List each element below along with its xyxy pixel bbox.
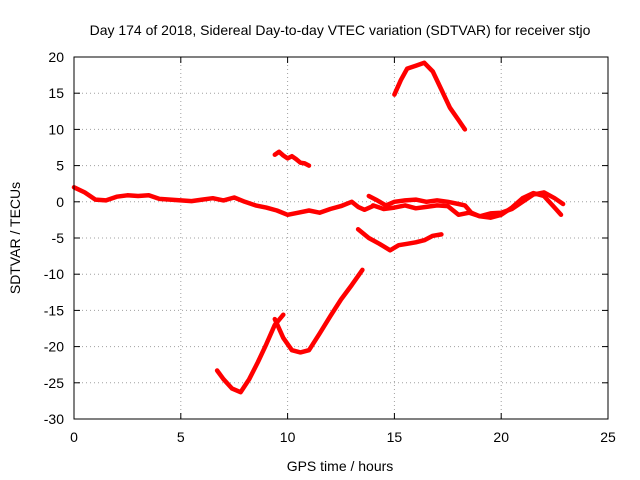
series-arc-8: [272, 267, 365, 355]
y-tick-label-9: 15: [48, 85, 64, 101]
ticks: 0 5 10 15 20 25 -30 -25 -20 -15 -10 -5 0 5 10 15 20: [44, 49, 616, 445]
series-arc-7: [214, 312, 286, 395]
y-tick-label-2: -20: [44, 339, 64, 355]
x-tick-label-0: 0: [70, 429, 78, 445]
y-tick-label-1: -25: [44, 375, 64, 391]
x-axis-title: GPS time / hours: [287, 458, 394, 474]
y-tick-label-7: 5: [56, 158, 64, 174]
series-arc-1: [71, 185, 376, 218]
y-tick-label-3: -15: [44, 302, 64, 318]
y-axis-title: SDTVAR / TECUs: [7, 182, 23, 294]
x-tick-label-4: 20: [493, 429, 509, 445]
y-tick-label-6: 0: [56, 194, 64, 210]
series-arc-2: [272, 149, 312, 168]
x-tick-label-2: 10: [280, 429, 296, 445]
grid: [74, 57, 608, 419]
series-arc-4: [370, 190, 566, 219]
y-tick-label-5: -5: [52, 230, 65, 246]
x-tick-label-3: 15: [387, 429, 403, 445]
y-tick-label-10: 20: [48, 49, 64, 65]
y-tick-label-0: -30: [44, 411, 64, 427]
series-group: [71, 60, 566, 395]
x-tick-label-5: 25: [600, 429, 616, 445]
x-tick-label-1: 5: [177, 429, 185, 445]
y-tick-label-8: 10: [48, 121, 64, 137]
series-arc-5: [355, 227, 444, 253]
y-tick-label-4: -10: [44, 266, 64, 282]
series-arc-6: [392, 60, 468, 132]
chart-title: Day 174 of 2018, Sidereal Day-to-day VTE…: [90, 22, 591, 38]
